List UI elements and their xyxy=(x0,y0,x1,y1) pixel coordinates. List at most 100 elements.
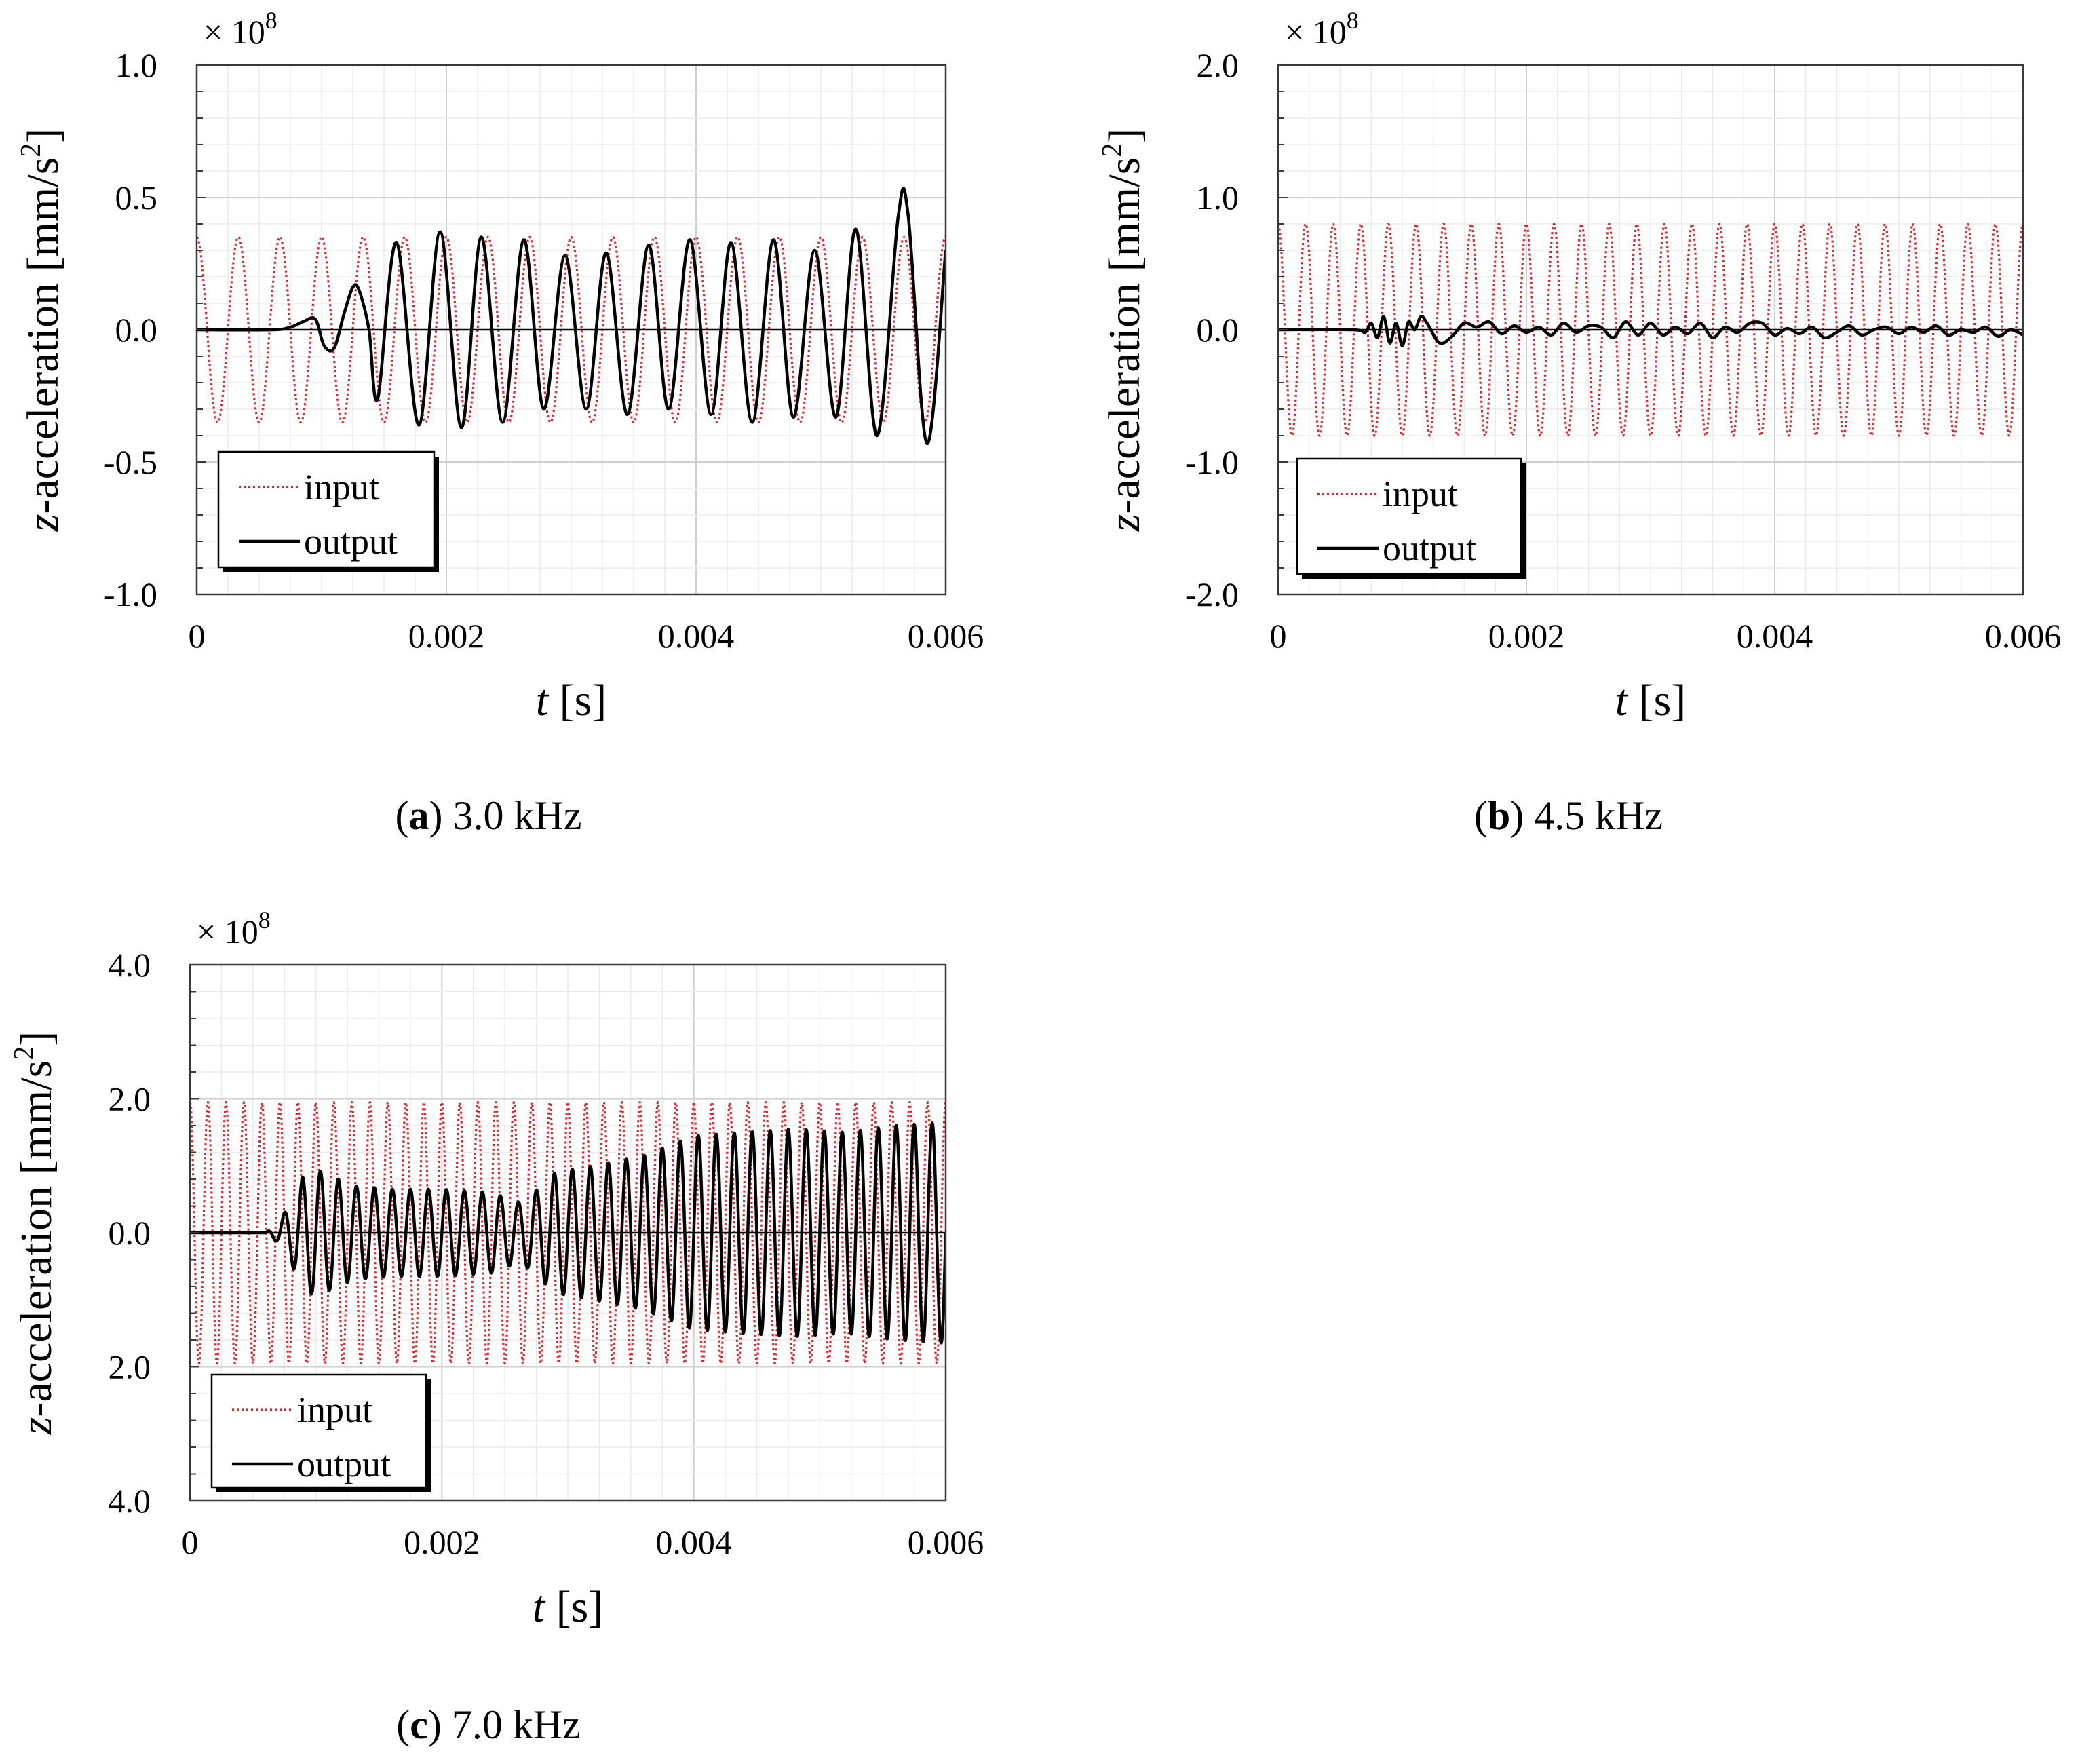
legend-label-output: output xyxy=(1383,528,1476,569)
x-tick-label: 0 xyxy=(182,1523,199,1561)
x-axis-title: t [s] xyxy=(1615,676,1687,725)
caption-label: c xyxy=(410,1702,428,1747)
y-axis-label-exponent: 2 xyxy=(9,1046,40,1060)
y-tick-label: 1.0 xyxy=(115,46,158,84)
scale-exponent: 8 xyxy=(265,7,277,34)
caption-paren-close: ) xyxy=(429,793,453,838)
caption-text: 4.5 kHz xyxy=(1534,793,1663,838)
panel-caption: (b) 4.5 kHz xyxy=(1474,793,1663,838)
x-tick-label: 0.004 xyxy=(655,1523,732,1561)
x-axis-title: t [s] xyxy=(536,676,607,725)
y-axis-label-exponent: 2 xyxy=(1097,143,1128,157)
x-tick-label: 0.006 xyxy=(908,617,984,655)
chart-panel-c: 4.0 2.0 0.0 2.0 4.0 0 0.002 0.004 0.006 × 108 t [s… xyxy=(9,906,984,1747)
series-line-input xyxy=(1278,223,2023,437)
y-axis-label-exponent: 2 xyxy=(16,143,47,157)
y-tick-label: 0.0 xyxy=(1197,311,1239,349)
caption-paren-close: ) xyxy=(428,1702,452,1747)
y-axis-label-text: -acceleration [mm/s xyxy=(1100,157,1149,514)
caption-label: a xyxy=(409,793,429,838)
legend-box xyxy=(1296,457,1522,575)
y-tick-label: 2.0 xyxy=(109,1080,151,1118)
y-axis-variable: z xyxy=(18,514,68,533)
panel-caption: (c) 7.0 kHz xyxy=(396,1702,581,1747)
legend-box xyxy=(210,1373,427,1489)
caption-paren-close: ) xyxy=(1510,793,1534,838)
x-axis-variable: t xyxy=(533,1582,546,1632)
y-tick-label: -2.0 xyxy=(1185,575,1239,613)
x-tick-label: 0.002 xyxy=(408,617,485,655)
x-tick-label: 0.002 xyxy=(1488,617,1565,655)
y-tick-label: 4.0 xyxy=(109,1482,151,1520)
scale-base: 10 xyxy=(225,913,258,951)
y-tick-label: 1.0 xyxy=(1197,178,1239,216)
x-axis-unit: [s] xyxy=(1628,676,1686,725)
scale-times: × xyxy=(1285,13,1313,51)
x-axis-title: t [s] xyxy=(533,1582,604,1632)
chart-panel-a: 1.0 0.5 0.0 -0.5 -1.0 0 0.002 0.004 0.006 × 108 t … xyxy=(16,7,984,838)
caption-text: 7.0 kHz xyxy=(452,1702,581,1747)
x-tick-label: 0.006 xyxy=(908,1523,984,1561)
legend-label-output: output xyxy=(304,521,398,562)
x-axis-variable: t xyxy=(536,676,550,725)
caption-paren-open: ( xyxy=(396,793,409,838)
scale-base: 10 xyxy=(1313,13,1347,51)
y-axis-ticks xyxy=(190,964,199,1501)
legend: input output xyxy=(210,1373,431,1492)
scale-multiplier: × 108 xyxy=(1285,7,1359,51)
scale-multiplier: × 108 xyxy=(197,906,271,951)
series-line-output xyxy=(197,187,946,445)
scale-multiplier: × 108 xyxy=(204,7,277,51)
chart-panel-b: 2.0 1.0 0.0 -1.0 -2.0 0 0.002 0.004 0.006 × 108 t … xyxy=(1097,7,2061,838)
legend-label-input: input xyxy=(1383,474,1458,514)
legend: input output xyxy=(217,450,439,572)
legend: input output xyxy=(1296,457,1526,579)
y-axis-label-text: -acceleration [mm/s xyxy=(12,1060,61,1417)
series-group xyxy=(197,187,946,445)
y-axis-label-close: ] xyxy=(1100,128,1149,143)
x-tick-label: 0.004 xyxy=(1737,617,1813,655)
x-axis-variable: t xyxy=(1615,676,1629,725)
y-axis-title: z-acceleration [mm/s2] xyxy=(9,1031,61,1436)
x-tick-label: 0.002 xyxy=(404,1523,480,1561)
y-axis-ticks xyxy=(197,64,206,595)
panel-caption: (a) 3.0 kHz xyxy=(396,793,582,838)
scale-exponent: 8 xyxy=(258,906,271,934)
x-tick-label: 0 xyxy=(189,617,206,655)
x-tick-label: 0.004 xyxy=(658,617,735,655)
y-axis-variable: z xyxy=(12,1417,61,1436)
legend-box xyxy=(217,450,436,569)
y-tick-label: 0.0 xyxy=(109,1214,151,1252)
scale-times: × xyxy=(197,913,225,951)
caption-paren-open: ( xyxy=(1474,793,1488,838)
legend-label-input: input xyxy=(304,467,379,507)
y-axis-title: z-acceleration [mm/s2] xyxy=(16,128,68,533)
caption-label: b xyxy=(1488,793,1510,838)
y-tick-label: -0.5 xyxy=(104,443,157,481)
y-tick-label: 4.0 xyxy=(109,946,151,984)
scale-exponent: 8 xyxy=(1347,7,1359,34)
scale-times: × xyxy=(204,13,231,51)
y-axis-ticks xyxy=(1278,64,1288,595)
y-tick-label: 2.0 xyxy=(1197,46,1239,84)
y-tick-label: 2.0 xyxy=(109,1348,151,1386)
y-tick-label: 0.5 xyxy=(115,178,158,216)
y-axis-label-close: ] xyxy=(12,1031,61,1046)
legend-label-input: input xyxy=(297,1389,372,1430)
y-tick-label: -1.0 xyxy=(1185,443,1239,481)
y-axis-label-close: ] xyxy=(18,128,68,143)
y-tick-label: -1.0 xyxy=(104,575,157,613)
series-line-input xyxy=(197,235,946,424)
x-axis-unit: [s] xyxy=(548,676,606,725)
legend-label-output: output xyxy=(297,1444,391,1484)
y-tick-label: 0.0 xyxy=(115,311,158,349)
y-axis-label-text: -acceleration [mm/s xyxy=(18,157,68,514)
y-axis-variable: z xyxy=(1100,514,1149,533)
x-axis-unit: [s] xyxy=(545,1582,603,1632)
caption-paren-open: ( xyxy=(396,1702,410,1747)
y-axis-title: z-acceleration [mm/s2] xyxy=(1097,128,1149,533)
x-tick-label: 0 xyxy=(1270,617,1287,655)
x-tick-label: 0.006 xyxy=(1985,617,2062,655)
scale-base: 10 xyxy=(231,13,265,51)
